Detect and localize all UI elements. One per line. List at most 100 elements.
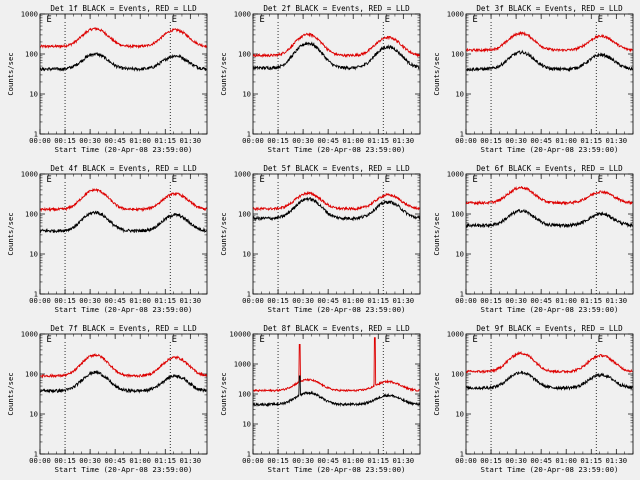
y-axis-label: Counts/sec — [432, 212, 441, 255]
y-tick-label: 100 — [25, 370, 38, 379]
y-tick-label: 10 — [29, 250, 38, 259]
event-marker-label: E — [46, 175, 51, 185]
x-tick-label: 00:30 — [292, 296, 314, 305]
x-tick-label: 00:45 — [104, 456, 126, 465]
x-tick-label: 01:15 — [154, 456, 176, 465]
y-tick-label: 10 — [242, 420, 251, 429]
y-tick-label: 1000 — [21, 170, 38, 179]
y-axis-label: Counts/sec — [432, 372, 441, 415]
plot-title: Det 9f BLACK = Events, RED = LLD — [476, 324, 623, 333]
x-tick-label: 01:00 — [342, 456, 364, 465]
lld-series-line — [252, 32, 420, 59]
x-tick-label: 00:00 — [242, 136, 264, 145]
y-axis-label: Counts/sec — [219, 52, 228, 95]
y-tick-label: 100 — [238, 50, 251, 59]
x-tick-label: 01:15 — [367, 136, 389, 145]
events-series-line — [466, 370, 633, 391]
x-tick-label: 01:15 — [154, 136, 176, 145]
lld-series-line — [465, 30, 633, 53]
plot-frame — [39, 173, 208, 295]
x-tick-label: 00:00 — [29, 136, 51, 145]
y-tick-label: 100 — [451, 370, 464, 379]
x-tick-label: 01:00 — [555, 136, 577, 145]
plot-title: Det 1f BLACK = Events, RED = LLD — [50, 4, 197, 13]
event-marker-label: E — [172, 175, 177, 185]
x-tick-label: 00:15 — [480, 296, 502, 305]
x-tick-label: 00:00 — [242, 296, 264, 305]
x-tick-label: 00:30 — [79, 456, 101, 465]
plot-frame — [252, 333, 421, 455]
x-axis-label: Start Time (20-Apr-08 23:59:00) — [268, 465, 406, 474]
x-axis-label: Start Time (20-Apr-08 23:59:00) — [268, 305, 406, 314]
plot-frame — [465, 173, 634, 295]
event-marker-label: E — [472, 335, 477, 345]
event-marker-label: E — [385, 15, 390, 25]
y-tick-label: 1000 — [447, 330, 464, 339]
x-tick-label: 00:30 — [79, 296, 101, 305]
x-tick-label: 00:45 — [104, 296, 126, 305]
plot-frame — [39, 13, 208, 135]
plot-title: Det 2f BLACK = Events, RED = LLD — [263, 4, 410, 13]
plot-frame — [252, 13, 421, 135]
event-marker-label: E — [385, 175, 390, 185]
y-tick-label: 1000 — [447, 170, 464, 179]
x-tick-label: 00:15 — [480, 456, 502, 465]
y-tick-label: 10000 — [229, 330, 251, 339]
y-tick-label: 1000 — [234, 170, 251, 179]
y-tick-label: 100 — [238, 390, 251, 399]
events-series-line — [466, 49, 633, 73]
y-axis-label: Counts/sec — [6, 52, 15, 95]
x-tick-label: 01:30 — [605, 296, 627, 305]
y-tick-label: 1 — [460, 450, 464, 459]
x-tick-label: 00:45 — [317, 296, 339, 305]
plot-title: Det 7f BLACK = Events, RED = LLD — [50, 324, 197, 333]
events-series-line — [40, 52, 207, 72]
x-tick-label: 00:30 — [505, 296, 527, 305]
x-tick-label: 00:30 — [292, 456, 314, 465]
x-tick-label: 01:00 — [555, 456, 577, 465]
event-marker-label: E — [46, 15, 51, 25]
lld-series-line — [466, 350, 633, 375]
x-axis-label: Start Time (20-Apr-08 23:59:00) — [481, 145, 619, 154]
event-marker-label: E — [259, 335, 264, 345]
lld-series-line — [253, 337, 420, 393]
lld-series-line — [40, 187, 207, 213]
y-tick-label: 1000 — [447, 10, 464, 19]
x-tick-label: 00:00 — [242, 456, 264, 465]
x-tick-label: 00:45 — [530, 456, 552, 465]
y-tick-label: 1000 — [21, 330, 38, 339]
y-tick-label: 10 — [455, 90, 464, 99]
plot-frame — [465, 333, 634, 455]
y-axis-label: Counts/sec — [219, 212, 228, 255]
x-tick-label: 00:00 — [29, 296, 51, 305]
y-tick-label: 1 — [34, 130, 38, 139]
lld-series-line — [465, 185, 633, 206]
y-tick-label: 100 — [451, 210, 464, 219]
x-tick-label: 01:00 — [129, 456, 151, 465]
x-tick-label: 00:00 — [29, 456, 51, 465]
plot-title: Det 3f BLACK = Events, RED = LLD — [476, 4, 623, 13]
plot-title: Det 8f BLACK = Events, RED = LLD — [263, 324, 410, 333]
plot-frame — [465, 13, 634, 135]
y-tick-label: 1 — [460, 290, 464, 299]
x-tick-label: 01:00 — [342, 136, 364, 145]
x-axis-label: Start Time (20-Apr-08 23:59:00) — [481, 305, 619, 314]
plot-frame — [252, 173, 421, 295]
y-tick-label: 1 — [247, 450, 251, 459]
plot-title: Det 5f BLACK = Events, RED = LLD — [263, 164, 410, 173]
event-marker-label: E — [472, 175, 477, 185]
event-marker-label: E — [259, 175, 264, 185]
lld-series-line — [39, 26, 207, 50]
y-tick-label: 10 — [29, 410, 38, 419]
y-axis-label: Counts/sec — [219, 372, 228, 415]
x-tick-label: 01:15 — [154, 296, 176, 305]
x-tick-label: 00:45 — [104, 136, 126, 145]
y-tick-label: 1 — [34, 450, 38, 459]
y-axis-label: Counts/sec — [6, 372, 15, 415]
event-marker-label: E — [598, 335, 603, 345]
